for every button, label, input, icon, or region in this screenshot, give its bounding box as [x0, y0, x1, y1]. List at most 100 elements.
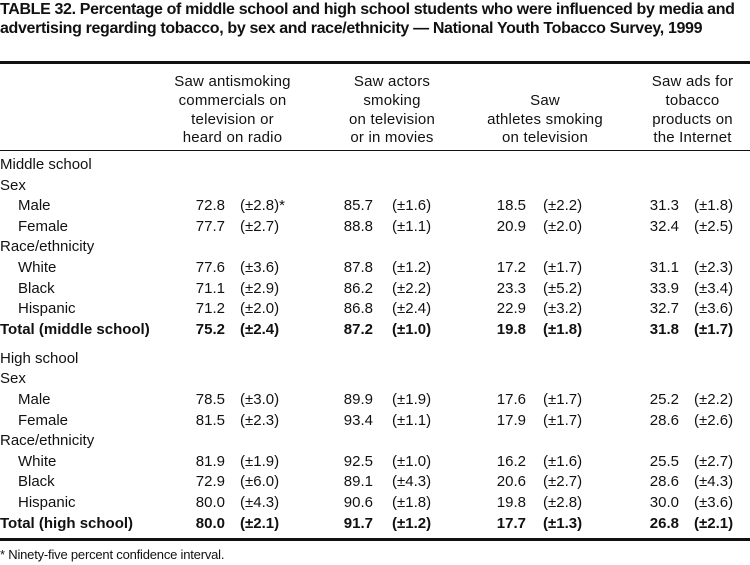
percent-value: 33.9	[649, 279, 679, 297]
confidence-interval: (±2.9)	[240, 279, 280, 297]
confidence-interval: (±2.2)	[543, 197, 583, 215]
confidence-interval: (±3.6)	[694, 300, 734, 318]
percent-value: 30.0	[649, 494, 679, 511]
confidence-interval: (±1.2)	[392, 258, 432, 276]
confidence-interval: (±1.8)	[392, 494, 432, 511]
percent-value: 71.1	[195, 279, 225, 297]
row-label: Hispanic	[18, 494, 76, 511]
confidence-interval: (±2.0)	[240, 300, 280, 318]
confidence-interval: (±1.8)	[694, 197, 734, 215]
percent-value: 71.2	[195, 300, 225, 318]
confidence-interval: (±2.4)	[392, 300, 432, 318]
table-body: Middle school Sex Male 72.8 (±2.8)* 85.7 (±1.6…	[0, 155, 750, 534]
top-rule	[0, 61, 750, 64]
percent-value: 78.5	[195, 391, 225, 409]
percent-value: 32.4	[649, 217, 679, 235]
percent-value: 88.8	[343, 217, 373, 235]
row-label: Race/ethnicity	[0, 238, 95, 256]
column-header-antismoking: Saw antismoking commercials on televisio…	[174, 73, 291, 147]
confidence-interval: (±4.3)	[240, 494, 280, 511]
confidence-interval: (±1.7)	[543, 391, 583, 409]
percent-value: 86.2	[343, 279, 373, 297]
section-gap	[0, 340, 750, 349]
row-label: Middle school	[0, 156, 92, 173]
percent-value: 92.5	[343, 452, 373, 470]
table-row: Female 81.5 (±2.3) 93.4 (±1.1) 17.9 (±1.7) 28.6…	[0, 411, 750, 432]
confidence-interval: (±2.7)	[543, 473, 583, 491]
percent-value: 81.9	[195, 452, 225, 470]
percent-value: 81.5	[195, 411, 225, 429]
percent-value: 86.8	[343, 300, 373, 318]
row-label: Total (middle school)	[0, 320, 150, 338]
percent-value: 22.9	[496, 300, 526, 318]
row-label: Female	[18, 217, 69, 235]
row-label: Sex	[0, 176, 26, 194]
percent-value: 17.7	[496, 514, 526, 532]
confidence-interval: (±4.3)	[392, 473, 432, 491]
footnote: * Ninety-five percent confidence interva…	[0, 547, 225, 562]
row-label: Sex	[0, 370, 26, 388]
percent-value: 19.8	[496, 494, 526, 511]
percent-value: 93.4	[343, 411, 373, 429]
table-title: TABLE 32. Percentage of middle school an…	[0, 1, 735, 37]
percent-value: 28.6	[649, 411, 679, 429]
confidence-interval: (±3.0)	[240, 391, 280, 409]
percent-value: 23.3	[496, 279, 526, 297]
confidence-interval: (±1.1)	[392, 411, 432, 429]
group-heading-row: Race/ethnicity	[0, 431, 750, 452]
confidence-interval: (±5.2)	[543, 279, 583, 297]
percent-value: 31.8	[649, 320, 679, 338]
percent-value: 89.9	[343, 391, 373, 409]
row-label: Total (high school)	[0, 514, 134, 532]
percent-value: 17.9	[496, 411, 526, 429]
percent-value: 20.6	[496, 473, 526, 491]
percent-value: 31.3	[649, 197, 679, 215]
confidence-interval: (±2.2)	[694, 391, 734, 409]
total-row: Total (middle school) 75.2 (±2.4) 87.2 (±1.0…	[0, 320, 750, 341]
row-label: Hispanic	[18, 300, 76, 318]
percent-value: 31.1	[649, 258, 679, 276]
group-heading-row: Race/ethnicity	[0, 237, 750, 258]
percent-value: 72.9	[195, 473, 225, 491]
section-heading-row: High school	[0, 349, 750, 370]
percent-value: 19.8	[496, 320, 526, 338]
percent-value: 28.6	[649, 473, 679, 491]
table-row: White 77.6 (±3.6) 87.8 (±1.2) 17.2 (±1.7) 31.1 (…	[0, 258, 750, 279]
confidence-interval: (±1.7)	[694, 320, 734, 338]
confidence-interval: (±2.5)	[694, 217, 734, 235]
confidence-interval: (±2.2)	[392, 279, 432, 297]
confidence-interval: (±1.0)	[392, 452, 432, 470]
table-row: Black 72.9 (±6.0) 89.1 (±4.3) 20.6 (±2.7) 28.6 (…	[0, 472, 750, 493]
percent-value: 17.2	[496, 258, 526, 276]
row-label: White	[18, 452, 57, 470]
table-row: Female 77.7 (±2.7) 88.8 (±1.1) 20.9 (±2.0) 32.4…	[0, 217, 750, 238]
confidence-interval: (±4.3)	[694, 473, 734, 491]
percent-value: 17.6	[496, 391, 526, 409]
percent-value: 90.6	[343, 494, 373, 511]
confidence-interval: (±1.1)	[392, 217, 432, 235]
confidence-interval: (±2.0)	[543, 217, 583, 235]
confidence-interval: (±2.7)	[694, 452, 734, 470]
confidence-interval: (±3.2)	[543, 300, 583, 318]
section-heading-row: Middle school	[0, 155, 750, 176]
confidence-interval: (±1.0)	[392, 320, 432, 338]
confidence-interval: (±2.3)	[240, 411, 280, 429]
percent-value: 25.2	[649, 391, 679, 409]
row-label: Female	[18, 411, 69, 429]
percent-value: 91.7	[343, 514, 373, 532]
percent-value: 80.0	[195, 514, 225, 532]
confidence-interval: (±2.7)	[240, 217, 280, 235]
percent-value: 75.2	[195, 320, 225, 338]
confidence-interval: (±1.6)	[543, 452, 583, 470]
percent-value: 20.9	[496, 217, 526, 235]
percent-value: 87.2	[343, 320, 373, 338]
row-label: Black	[18, 279, 55, 297]
percent-value: 16.2	[496, 452, 526, 470]
row-label: Black	[18, 473, 55, 491]
group-heading-row: Sex	[0, 176, 750, 197]
percent-value: 89.1	[343, 473, 373, 491]
confidence-interval: (±1.7)	[543, 258, 583, 276]
percent-value: 25.5	[649, 452, 679, 470]
table-row: Hispanic 80.0 (±4.3) 90.6 (±1.8) 19.8 (±2.8) 30…	[0, 493, 750, 514]
confidence-interval: (±1.6)	[392, 197, 432, 215]
